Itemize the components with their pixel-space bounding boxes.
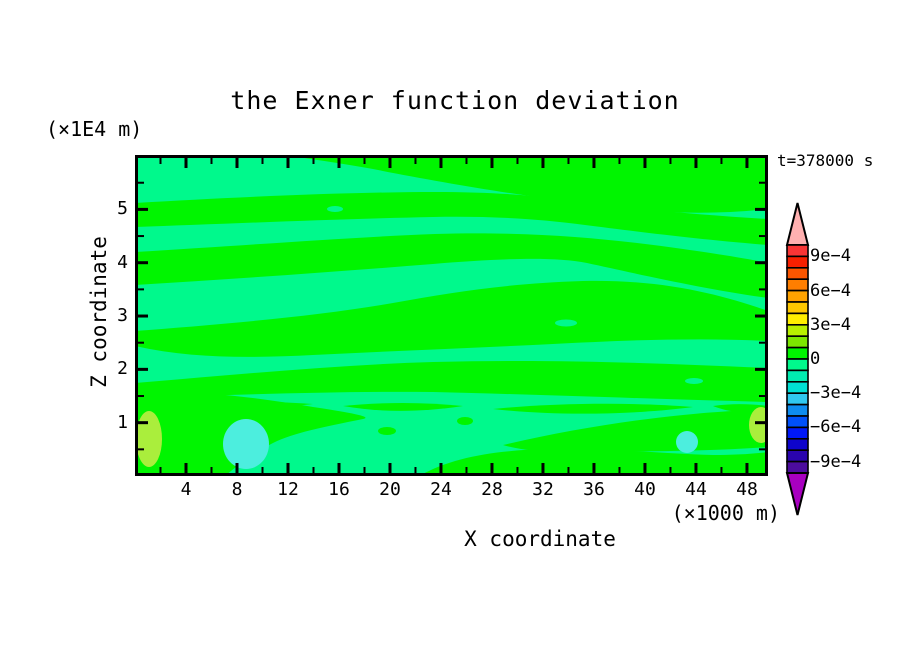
colorbar-segment-16 bbox=[786, 415, 809, 429]
contour-region-band-lower-right bbox=[503, 410, 768, 453]
axis-ticks bbox=[137, 157, 766, 474]
contour-plot-svg bbox=[135, 155, 773, 476]
y-tick-label: 2 bbox=[117, 358, 128, 380]
contour-region-streak-b bbox=[343, 403, 463, 411]
colorbar-segment-18 bbox=[786, 438, 809, 452]
colorbar-segment-8 bbox=[786, 324, 809, 338]
x-axis-title: X coordinate bbox=[464, 527, 616, 551]
y-tick-label: 5 bbox=[117, 198, 128, 220]
contour-region-streak-c bbox=[493, 403, 693, 414]
x-tick-label: 28 bbox=[481, 479, 503, 500]
colorbar-segment-15 bbox=[786, 403, 809, 417]
contour-plot bbox=[135, 155, 773, 476]
contour-region-band-z3 bbox=[135, 280, 768, 357]
colorbar-segment-20 bbox=[786, 460, 809, 474]
colorbar-segment-11 bbox=[786, 358, 809, 372]
x-tick-label: 8 bbox=[231, 479, 243, 500]
x-tick-label: 36 bbox=[583, 479, 605, 500]
colorbar-segment-5 bbox=[786, 289, 809, 303]
colorbar-tick-label: 3e−4 bbox=[810, 314, 851, 335]
colorbar-segment-9 bbox=[786, 335, 809, 349]
plot-frame bbox=[135, 155, 768, 476]
colorbar-segment-6 bbox=[786, 301, 809, 315]
contour-region-speck-green-1 bbox=[378, 427, 396, 435]
x-tick-label: 12 bbox=[277, 479, 299, 500]
colorbar-segment-10 bbox=[786, 346, 809, 360]
colorbar-under-arrow bbox=[785, 472, 810, 516]
y-tick-label: 4 bbox=[117, 251, 128, 273]
colorbar-tick-label: −6e−4 bbox=[810, 417, 862, 438]
colorbar-over-arrow bbox=[785, 202, 810, 246]
x-tick-label: 32 bbox=[532, 479, 554, 500]
colorbar-tick-label: 6e−4 bbox=[810, 280, 851, 301]
contour-region-speck-mint-3 bbox=[327, 206, 343, 212]
x-tick-label: 16 bbox=[328, 479, 350, 500]
colorbar-segment-7 bbox=[786, 312, 809, 326]
contour-region-speck-mint-4 bbox=[685, 378, 703, 384]
contour-region-cyan-min-right bbox=[676, 431, 698, 453]
colorbar-segment-3 bbox=[786, 267, 809, 281]
colorbar-tick-label: 0 bbox=[810, 349, 821, 369]
colorbar-segment-4 bbox=[786, 278, 809, 292]
x-tick-label: 20 bbox=[379, 479, 401, 500]
y-tick-labels: 1 2 3 4 5 bbox=[92, 155, 128, 476]
colorbar-segment-17 bbox=[786, 426, 809, 440]
contour-region-band-upper bbox=[135, 192, 768, 245]
x-tick-label: 44 bbox=[685, 479, 707, 500]
x-tick-label: 24 bbox=[430, 479, 452, 500]
colorbar-labels: 9e−4 6e−4 3e−4 0 −3e−4 −6e−4 −9e−4 bbox=[810, 245, 900, 495]
y-axis-title: Z coordinate bbox=[87, 236, 111, 388]
x-tick-label: 40 bbox=[634, 479, 656, 500]
colorbar-tick-label: −9e−4 bbox=[810, 451, 862, 472]
colorbar-segment-2 bbox=[786, 255, 809, 269]
y-axis-unit-label: (×1E4 m) bbox=[46, 117, 143, 141]
x-tick-label: 48 bbox=[736, 479, 758, 500]
contour-region-band-top-right bbox=[285, 155, 768, 213]
y-tick-label: 1 bbox=[117, 411, 128, 433]
contour-region-speck-mint-1 bbox=[414, 181, 446, 191]
contour-region-cyan-min-left bbox=[223, 419, 269, 469]
y-tick-label: 3 bbox=[117, 305, 128, 327]
colorbar-segment-19 bbox=[786, 449, 809, 463]
x-axis-unit-label: (×1000 m) bbox=[671, 501, 780, 525]
contour-region-strip-bottom bbox=[419, 448, 768, 476]
colorbar-tick-label: −3e−4 bbox=[810, 383, 862, 404]
colorbar-segment-12 bbox=[786, 369, 809, 383]
colorbar-tick-label: 9e−4 bbox=[810, 246, 851, 267]
x-tick-labels: 4 8 12 16 20 24 28 32 36 40 44 48 bbox=[135, 479, 768, 503]
timestamp-label: t=378000 s bbox=[777, 151, 874, 170]
contour-region-yellow-max-left bbox=[136, 411, 162, 467]
contour-region-speck-green-2 bbox=[457, 417, 473, 425]
contour-region-band-z2 bbox=[135, 360, 768, 402]
colorbar bbox=[785, 202, 810, 516]
plot-title: the Exner function deviation bbox=[230, 86, 680, 115]
contour-region-band-z4 bbox=[135, 233, 768, 298]
contour-region-speck-mint-2 bbox=[555, 319, 577, 327]
x-tick-label: 4 bbox=[180, 479, 192, 500]
colorbar-segment-1 bbox=[786, 244, 809, 258]
colorbar-segment-14 bbox=[786, 392, 809, 406]
colorbar-segment-13 bbox=[786, 381, 809, 395]
